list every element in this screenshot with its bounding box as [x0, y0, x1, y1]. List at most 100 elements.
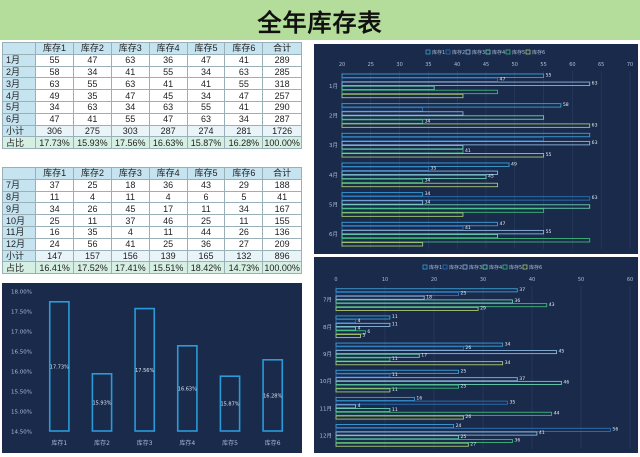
table-cell[interactable]: 36	[148, 53, 188, 67]
table-cell[interactable]: 136	[262, 225, 302, 239]
bar[interactable]	[335, 306, 479, 311]
bar[interactable]	[341, 145, 464, 150]
table-cell[interactable]: 17.56%	[110, 136, 150, 150]
table-cell[interactable]: 41	[186, 77, 226, 91]
table-cell[interactable]: 15.87%	[186, 136, 226, 150]
bar[interactable]	[341, 107, 424, 112]
table-cell[interactable]: 41	[110, 237, 150, 251]
table-cell[interactable]: 18	[110, 178, 150, 192]
legend-entry[interactable]: 库存4	[489, 264, 502, 271]
table-cell[interactable]: 147	[35, 249, 75, 263]
bar[interactable]	[341, 170, 498, 175]
bar[interactable]	[341, 192, 424, 197]
row-label[interactable]: 小计	[1, 249, 37, 263]
bar[interactable]	[335, 303, 548, 308]
table-cell[interactable]: 290	[262, 100, 302, 114]
row-label[interactable]: 6月	[1, 112, 37, 126]
bar[interactable]	[341, 221, 498, 227]
bar[interactable]	[341, 153, 545, 158]
table-cell[interactable]: 139	[148, 249, 188, 263]
table-cell[interactable]: 55	[224, 77, 264, 91]
bar[interactable]	[335, 388, 391, 393]
table-cell[interactable]: 63	[72, 100, 112, 114]
table-cell[interactable]: 16.28%	[224, 136, 264, 150]
table-cell[interactable]: 24	[35, 237, 75, 251]
row-label[interactable]: 5月	[1, 100, 37, 114]
bar[interactable]	[335, 400, 508, 405]
bar[interactable]	[341, 200, 424, 205]
bar[interactable]	[335, 350, 557, 355]
column-header[interactable]	[1, 42, 37, 55]
table-cell[interactable]: 16	[35, 225, 75, 239]
bar[interactable]	[341, 234, 498, 239]
table-cell[interactable]: 41	[72, 112, 112, 126]
bar[interactable]	[335, 330, 366, 335]
column-header[interactable]: 库存4	[148, 167, 188, 180]
legend-entry[interactable]: 库存6	[532, 49, 545, 56]
legend-entry[interactable]: 库存4	[492, 49, 505, 56]
table-cell[interactable]: 289	[262, 53, 302, 67]
table-cell[interactable]: 47	[186, 53, 226, 67]
bar[interactable]	[341, 162, 510, 167]
bar[interactable]	[335, 346, 464, 351]
legend-entry[interactable]: 库存1	[432, 49, 445, 56]
bar[interactable]	[335, 408, 391, 413]
table-cell[interactable]: 34	[186, 65, 226, 79]
table-cell[interactable]: 15.93%	[72, 136, 112, 150]
table-cell[interactable]: 11	[186, 202, 226, 216]
bar[interactable]	[335, 299, 513, 304]
column-bar[interactable]	[48, 300, 70, 432]
h2-bar-chart[interactable]: 库存1 库存2 库存3 库存4 库存5 库存6 0 10 20 30 40 50 60 7月 37 25 18 3…	[314, 257, 638, 453]
bar[interactable]	[341, 208, 545, 213]
table-cell[interactable]: 303	[110, 124, 150, 138]
bar[interactable]	[335, 361, 504, 366]
table-cell[interactable]: 25	[186, 214, 226, 227]
bar[interactable]	[335, 424, 455, 429]
legend-entry[interactable]: 库存2	[452, 49, 465, 56]
row-label[interactable]: 11月	[1, 225, 37, 239]
bar[interactable]	[335, 380, 562, 385]
table-cell[interactable]: 17.73%	[35, 136, 74, 150]
bar[interactable]	[335, 319, 357, 324]
table-cell[interactable]: 15.51%	[148, 261, 188, 275]
bar[interactable]	[335, 315, 391, 320]
bar[interactable]	[341, 103, 562, 108]
column-bar[interactable]	[176, 344, 198, 432]
bar[interactable]	[341, 73, 545, 78]
bar[interactable]	[341, 174, 487, 180]
table-cell[interactable]: 274	[186, 124, 226, 138]
bar[interactable]	[335, 427, 611, 432]
bar[interactable]	[335, 334, 361, 339]
table-cell[interactable]: 35	[72, 89, 112, 102]
bar[interactable]	[341, 115, 545, 120]
table-cell[interactable]: 63	[35, 77, 74, 91]
table-cell[interactable]: 896	[262, 249, 302, 263]
column-header[interactable]: 库存1	[35, 167, 75, 180]
table-cell[interactable]: 26	[73, 202, 112, 216]
table-cell[interactable]: 257	[262, 89, 302, 102]
bar[interactable]	[341, 229, 545, 235]
legend-entry[interactable]: 库存3	[472, 49, 485, 56]
table-cell[interactable]: 56	[73, 237, 112, 251]
row-label[interactable]: 3月	[1, 77, 37, 91]
table-cell[interactable]: 34	[224, 202, 264, 216]
table-cell[interactable]: 36	[186, 237, 226, 251]
bar[interactable]	[341, 136, 545, 142]
bar[interactable]	[341, 140, 591, 146]
table-cell[interactable]: 43	[186, 178, 226, 192]
bar[interactable]	[341, 182, 498, 188]
bar[interactable]	[335, 369, 459, 374]
column-bar[interactable]	[219, 375, 241, 432]
bar[interactable]	[335, 373, 391, 378]
table-cell[interactable]: 5	[224, 190, 264, 204]
table-cell[interactable]: 14.73%	[224, 261, 264, 275]
table-cell[interactable]: 45	[148, 89, 188, 102]
bar[interactable]	[341, 123, 591, 128]
row-label[interactable]: 12月	[1, 237, 37, 251]
table-cell[interactable]: 318	[262, 77, 302, 91]
table-cell[interactable]: 188	[262, 178, 302, 192]
bar[interactable]	[335, 288, 518, 293]
table-cell[interactable]: 63	[224, 65, 264, 79]
table-cell[interactable]: 34	[35, 100, 74, 114]
bar[interactable]	[335, 377, 518, 382]
